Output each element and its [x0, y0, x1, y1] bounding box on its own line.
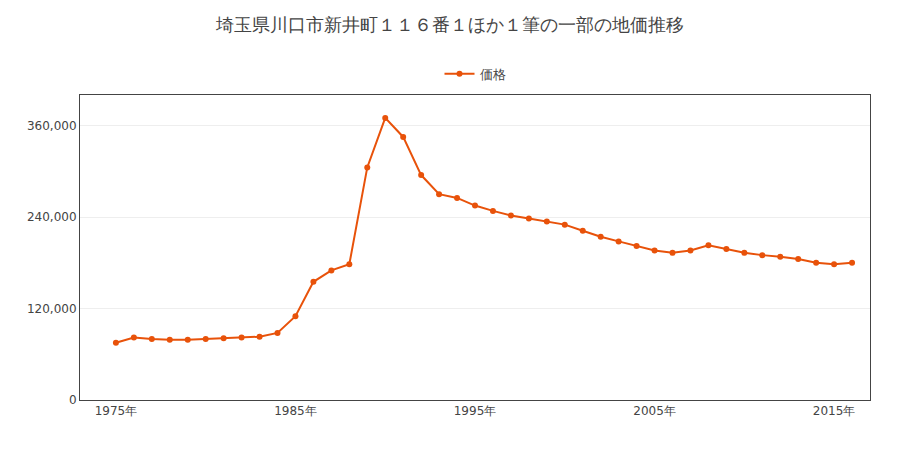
svg-text:1995年: 1995年 [454, 404, 497, 418]
svg-text:価格: 価格 [480, 67, 506, 82]
svg-text:1975年: 1975年 [95, 404, 138, 418]
svg-text:埼玉県川口市新井町１１６番１ほか１筆の一部の地価推移: 埼玉県川口市新井町１１６番１ほか１筆の一部の地価推移 [215, 14, 684, 35]
svg-text:2015年: 2015年 [813, 404, 856, 418]
svg-text:360,000: 360,000 [27, 119, 77, 133]
svg-text:0: 0 [69, 393, 77, 407]
svg-text:120,000: 120,000 [27, 302, 77, 316]
svg-text:240,000: 240,000 [27, 210, 77, 224]
svg-text:1985年: 1985年 [274, 404, 317, 418]
svg-text:2005年: 2005年 [633, 404, 676, 418]
